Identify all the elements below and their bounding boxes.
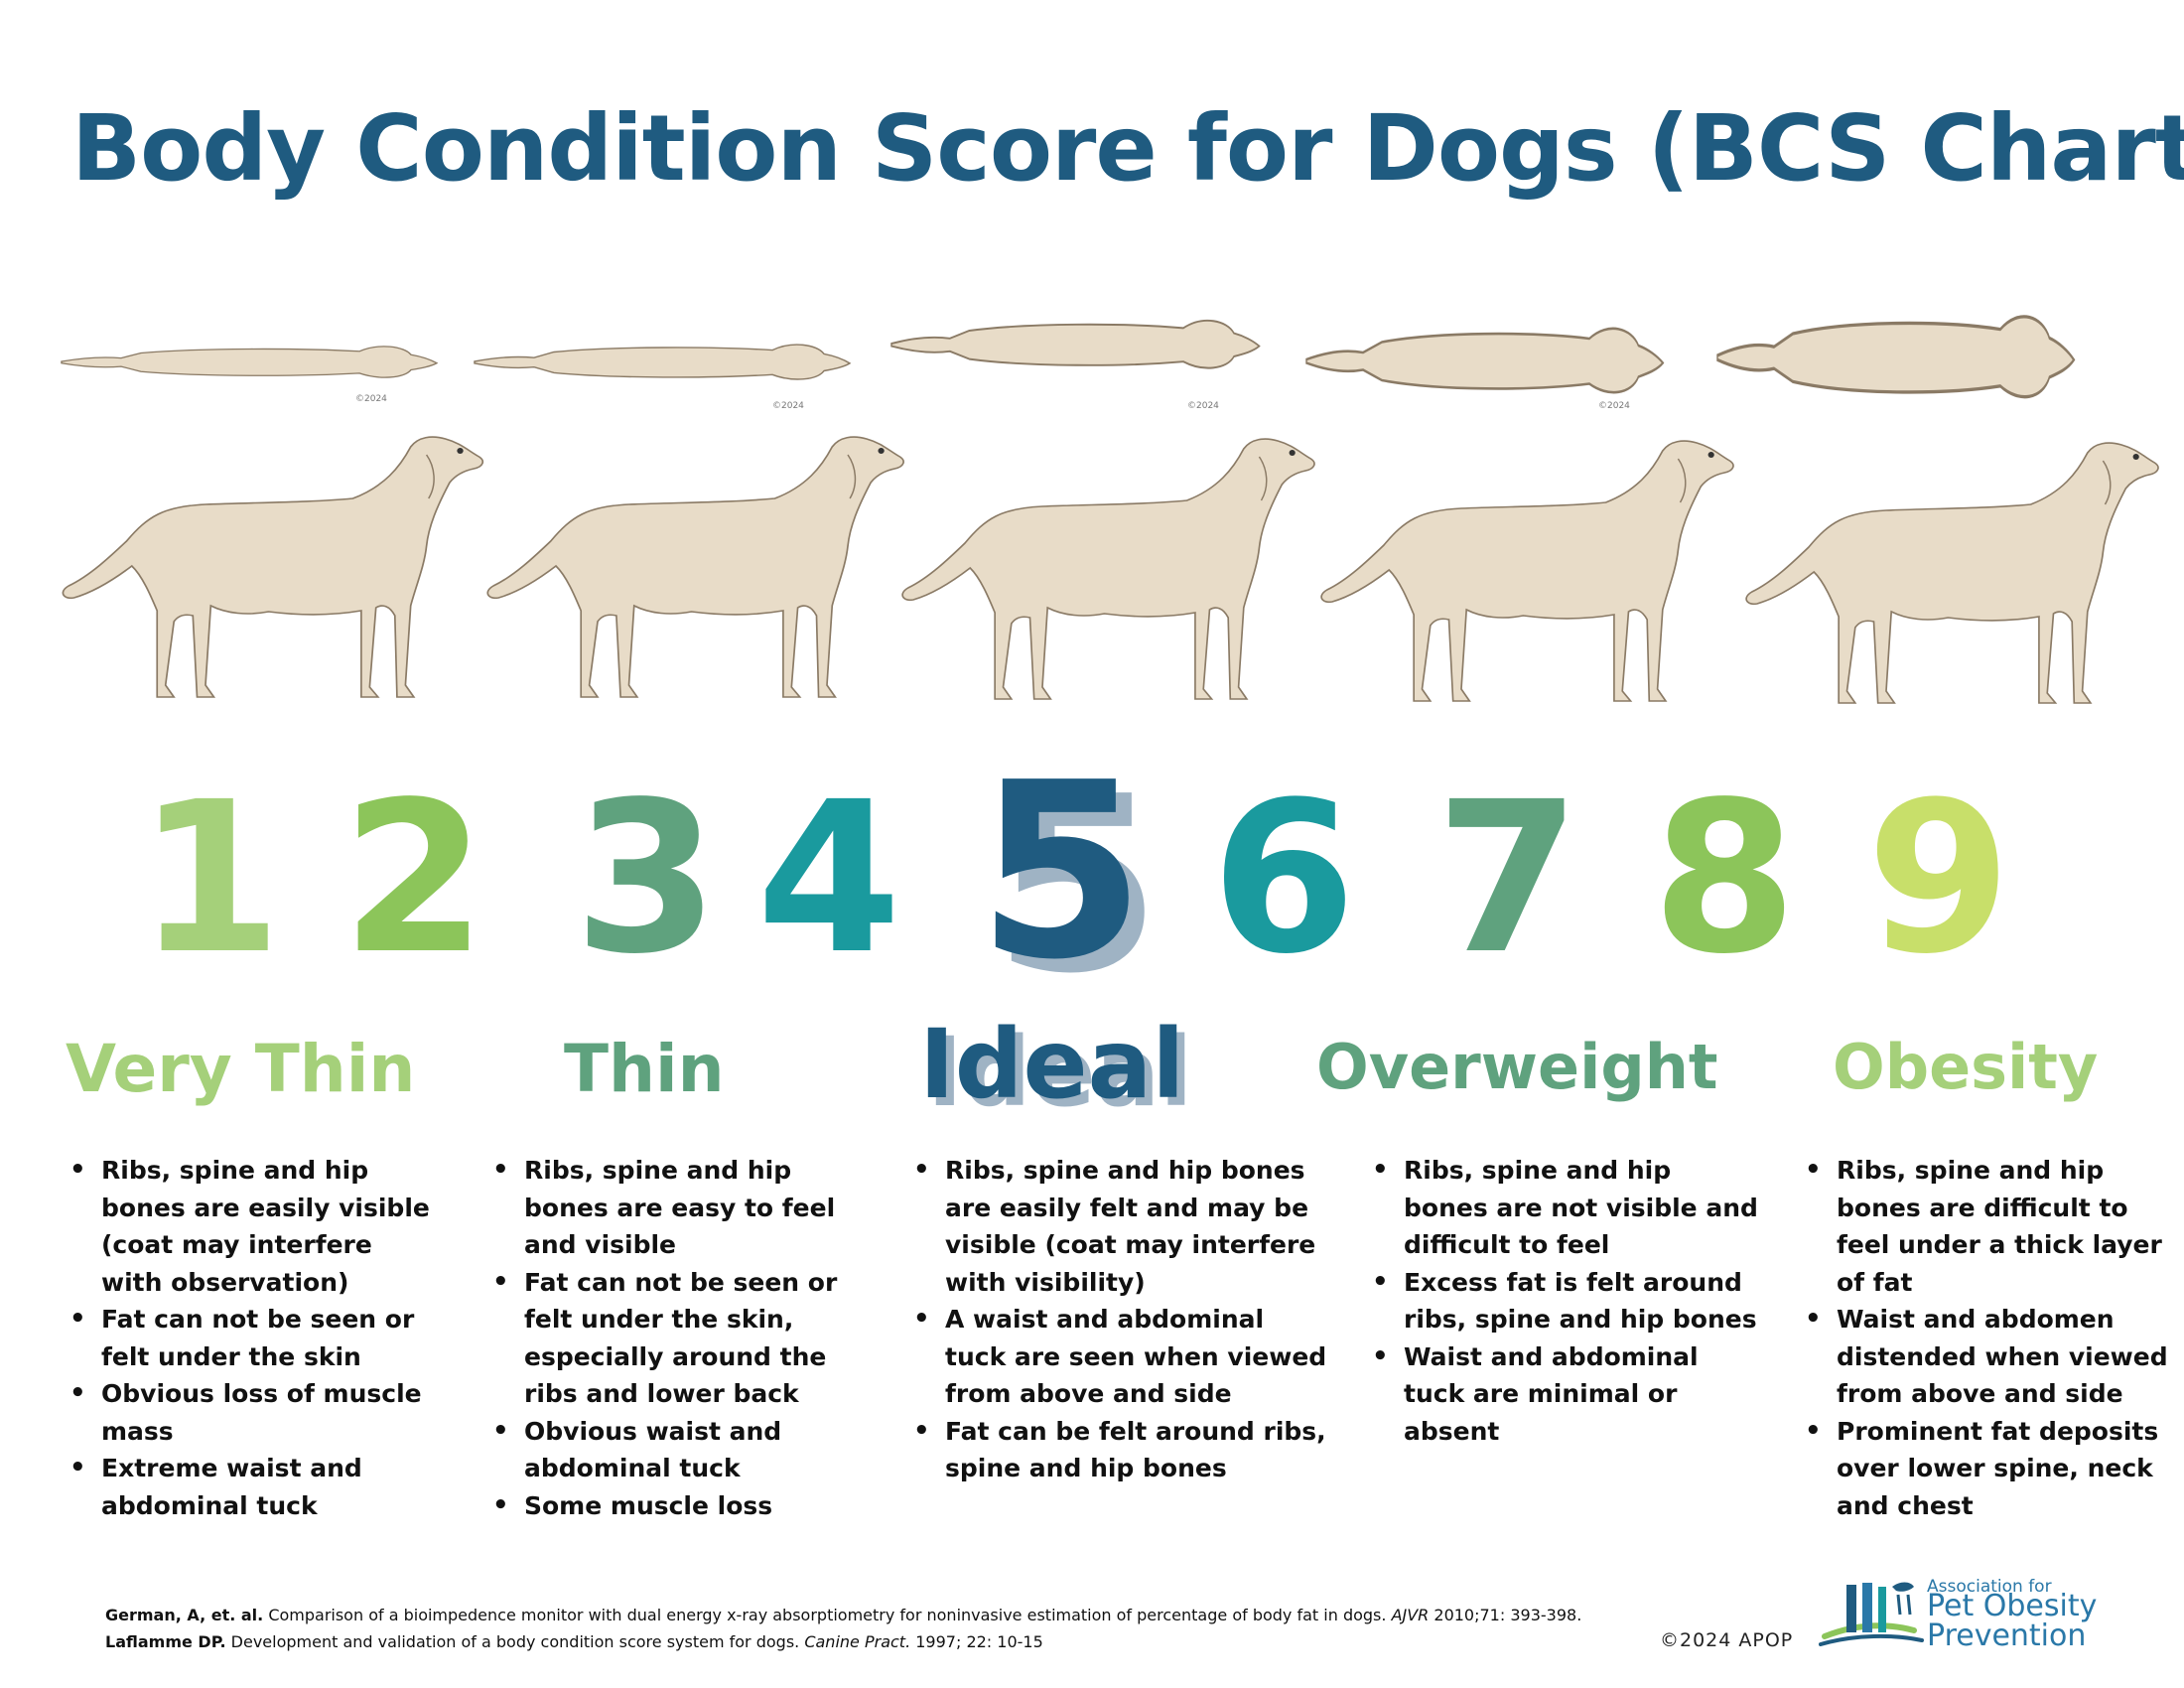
illustration-tag-3: ©2024	[1187, 401, 1219, 411]
category-thin: Thin	[564, 1031, 725, 1107]
dog-4-side-view	[1320, 440, 1734, 702]
logo-line-3: Prevention	[1927, 1618, 2087, 1653]
category-ideal-shadow: Ideal	[927, 1017, 1193, 1128]
dog-3-side-view	[901, 438, 1315, 700]
score-2: 2	[341, 757, 487, 1000]
category-very-thin: Very Thin	[66, 1031, 416, 1107]
score-5: 5	[977, 731, 1146, 1013]
category-overweight: Overweight	[1316, 1031, 1718, 1103]
dog-illustrations: ©2024 ©2024 ©2024 ©2024	[61, 315, 2159, 704]
score-1: 1	[137, 757, 283, 1000]
dog-1-side-view	[62, 436, 484, 698]
illustration-tag-1: ©2024	[355, 394, 387, 404]
score-9: 9	[1866, 757, 2012, 1000]
dog-5-side-view	[1745, 442, 2159, 704]
illustration-tag-4: ©2024	[1598, 401, 1630, 411]
bullet-item: Some muscle loss	[492, 1487, 837, 1525]
score-7: 7	[1435, 757, 1581, 1000]
score-4: 4	[756, 757, 902, 1000]
score-5-shadow: 5	[993, 745, 1161, 1027]
category-obesity: Obesity	[1833, 1031, 2099, 1103]
copyright: ©2024 APOP	[1660, 1629, 1794, 1651]
dog-3-top-view	[890, 319, 1261, 369]
logo-line-1: Association for	[1927, 1577, 2052, 1597]
reference-2: Laflamme DP. Development and validation …	[105, 1632, 1043, 1651]
dog-1-top-view	[61, 346, 438, 378]
illustration-tag-2: ©2024	[772, 401, 804, 411]
score-6: 6	[1211, 757, 1357, 1000]
dog-2-top-view	[474, 344, 851, 380]
logo-name: Pet Obesity Prevention	[1927, 1592, 2097, 1651]
dog-5-top-view	[1715, 315, 2076, 399]
category-ideal: Ideal	[919, 1009, 1185, 1120]
reference-1: German, A, et. al. Comparison of a bioim…	[105, 1606, 1582, 1624]
score-3: 3	[574, 757, 720, 1000]
dog-silhouette-logo-icon	[1819, 1582, 1924, 1646]
dog-4-top-view	[1304, 327, 1665, 394]
dog-2-side-view	[486, 436, 904, 698]
score-8: 8	[1652, 757, 1798, 1000]
logo-line-2: Pet Obesity	[1927, 1589, 2098, 1623]
page-title: Body Condition Score for Dogs (BCS Chart…	[71, 95, 2184, 202]
bullet-item: Fat can be felt around ribs,spine and hi…	[913, 1413, 1326, 1487]
